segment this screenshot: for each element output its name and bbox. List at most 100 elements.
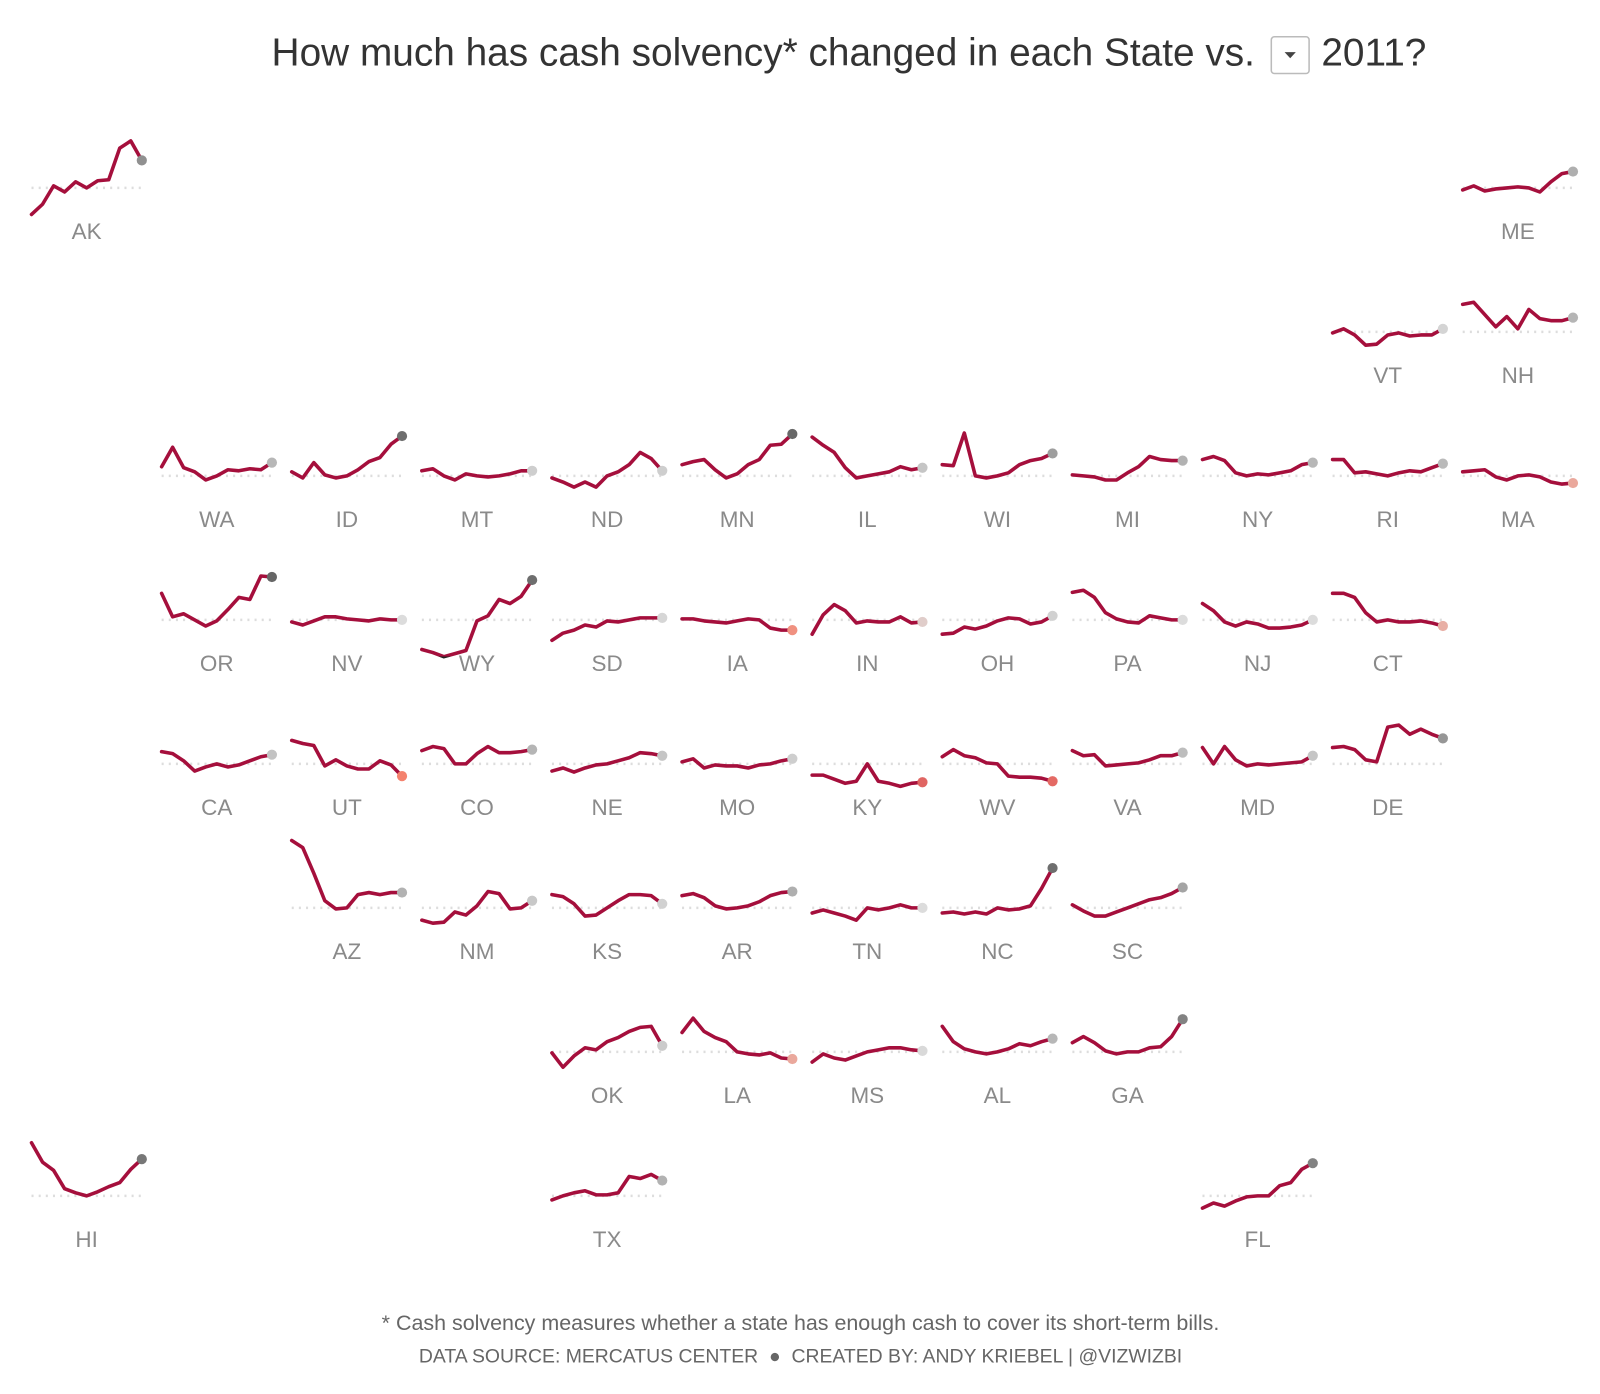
end-point bbox=[1177, 1014, 1188, 1025]
sparkline bbox=[1070, 454, 1185, 482]
sparkline bbox=[1070, 885, 1185, 918]
state-panel: AL bbox=[940, 1024, 1058, 1108]
state-label: PA bbox=[1113, 651, 1141, 676]
end-point bbox=[527, 465, 538, 476]
state-label: AR bbox=[722, 939, 753, 964]
state-label: CA bbox=[201, 795, 232, 820]
sparkline bbox=[550, 616, 665, 643]
end-point bbox=[657, 1175, 668, 1186]
state-label: MN bbox=[720, 507, 755, 532]
sparkline bbox=[159, 749, 274, 773]
state-panel: CT bbox=[1330, 591, 1448, 676]
state-panel: NM bbox=[420, 889, 538, 964]
sparkline bbox=[159, 445, 274, 482]
end-point bbox=[1047, 448, 1058, 459]
state-label: MI bbox=[1115, 507, 1140, 532]
end-point bbox=[657, 465, 668, 476]
state-panel: WY bbox=[420, 574, 538, 676]
sparkline bbox=[29, 1140, 144, 1198]
end-point bbox=[1567, 477, 1579, 489]
end-point bbox=[787, 625, 798, 636]
state-label: NY bbox=[1242, 507, 1273, 532]
sparkline bbox=[159, 574, 274, 628]
state-panel: MA bbox=[1460, 467, 1579, 532]
sparkline bbox=[1330, 327, 1445, 347]
dropdown-arrow[interactable] bbox=[1284, 52, 1296, 59]
end-point bbox=[1177, 882, 1188, 893]
sparkline bbox=[550, 450, 665, 489]
state-panel: ID bbox=[289, 430, 408, 532]
end-point bbox=[1177, 614, 1188, 626]
sparkline bbox=[810, 762, 925, 789]
state-panel: VT bbox=[1330, 323, 1448, 388]
state-panel: GA bbox=[1070, 1014, 1188, 1108]
sparkline bbox=[940, 866, 1055, 916]
state-panel: SC bbox=[1070, 882, 1188, 964]
end-point bbox=[917, 902, 928, 913]
sparkline bbox=[1200, 454, 1315, 478]
state-label: NE bbox=[591, 795, 622, 820]
end-point bbox=[657, 750, 668, 761]
state-panel: OK bbox=[550, 1024, 668, 1108]
end-point bbox=[917, 616, 928, 628]
state-label: ND bbox=[591, 507, 623, 532]
end-point bbox=[1307, 614, 1318, 626]
end-point bbox=[917, 777, 928, 788]
end-point bbox=[396, 430, 408, 442]
end-point bbox=[266, 571, 278, 583]
sparkline bbox=[1070, 588, 1185, 625]
sparkline bbox=[289, 838, 404, 911]
state-panel: MI bbox=[1070, 454, 1188, 532]
state-label: NH bbox=[1502, 363, 1534, 388]
selected-year: 2011? bbox=[1321, 31, 1426, 74]
state-panel: NE bbox=[550, 750, 668, 820]
state-panel: KS bbox=[550, 892, 668, 964]
state-label: WV bbox=[979, 795, 1015, 820]
sparkline bbox=[289, 738, 404, 778]
sparkline bbox=[1460, 467, 1575, 486]
end-point bbox=[1437, 620, 1448, 632]
state-panel: SD bbox=[550, 612, 668, 676]
sparkline bbox=[680, 889, 795, 911]
state-label: SC bbox=[1112, 939, 1143, 964]
state-panel: KY bbox=[810, 762, 928, 820]
sparkline bbox=[810, 602, 925, 636]
sparkline bbox=[550, 1024, 665, 1069]
state-panel: OR bbox=[159, 571, 278, 676]
year-dropdown[interactable] bbox=[1270, 35, 1310, 75]
end-point bbox=[657, 898, 668, 909]
sparkline bbox=[420, 889, 534, 925]
state-label: WY bbox=[459, 651, 495, 676]
state-label: OK bbox=[591, 1083, 623, 1108]
state-panel: IL bbox=[810, 435, 928, 532]
end-point bbox=[917, 1045, 928, 1056]
state-panel: AZ bbox=[289, 838, 408, 964]
state-panel: OH bbox=[940, 610, 1058, 676]
end-point bbox=[1047, 776, 1058, 787]
end-point bbox=[136, 155, 147, 166]
state-panel: TN bbox=[810, 902, 928, 964]
state-panel: MO bbox=[680, 753, 798, 820]
end-point bbox=[1437, 458, 1448, 469]
state-panel: AK bbox=[29, 139, 147, 244]
sparkline bbox=[550, 892, 665, 918]
state-label: MS bbox=[850, 1083, 884, 1108]
sparkline bbox=[289, 434, 404, 480]
state-label: ID bbox=[336, 507, 358, 532]
state-label: MO bbox=[719, 795, 755, 820]
state-label: CO bbox=[460, 795, 494, 820]
state-label: AL bbox=[984, 1083, 1011, 1108]
state-label: NV bbox=[331, 651, 362, 676]
state-label: CT bbox=[1373, 651, 1403, 676]
sparkline bbox=[1460, 300, 1575, 331]
end-point bbox=[1307, 1158, 1318, 1169]
end-point bbox=[266, 457, 278, 468]
sparkline bbox=[810, 435, 925, 480]
state-label: HI bbox=[75, 1227, 97, 1252]
sparkline bbox=[420, 578, 534, 659]
state-panel: PA bbox=[1070, 588, 1188, 676]
state-label: KY bbox=[852, 795, 882, 820]
state-label: WA bbox=[199, 507, 234, 532]
